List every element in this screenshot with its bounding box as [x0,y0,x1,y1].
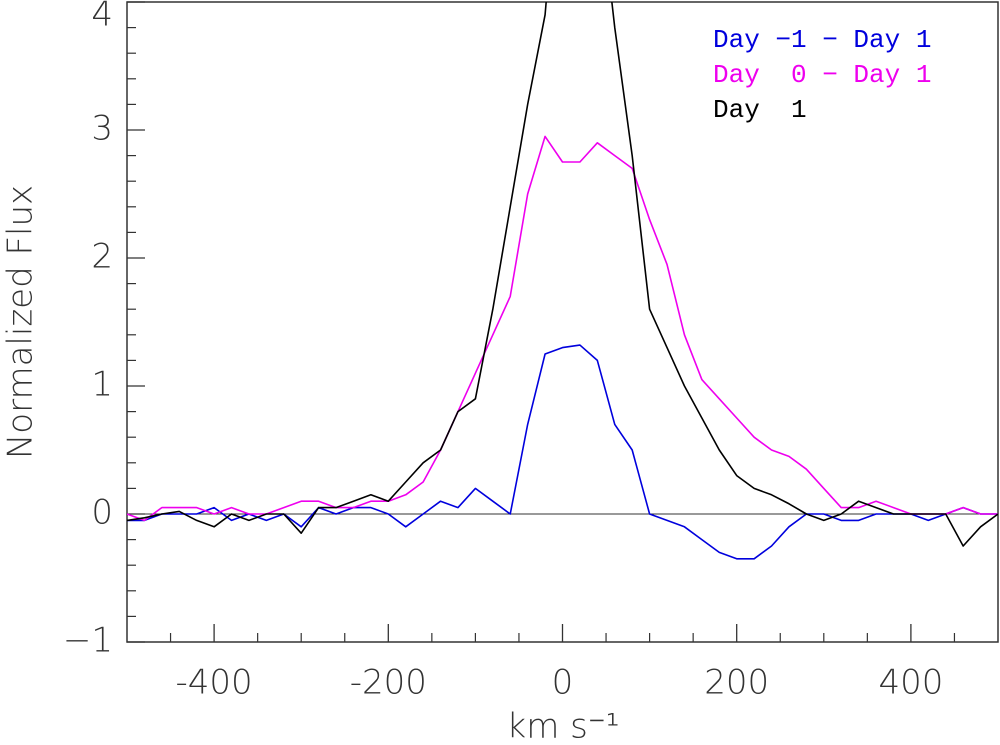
legend-entry: Day 1 [713,95,807,125]
x-tick-label: 0 [552,663,574,703]
y-tick-label: 1 [91,365,113,405]
y-tick-label: −1 [63,621,113,661]
y-axis-label: Normalized Flux [1,185,41,459]
y-tick-label: 0 [91,493,113,533]
x-tick-label: 400 [878,663,943,703]
y-tick-label: 3 [91,109,113,149]
series-line [127,2,998,547]
y-tick-label: 4 [91,0,113,35]
x-tick-label: -200 [350,663,427,703]
legend-entry: Day −1 − Day 1 [713,25,931,55]
series-line [127,135,998,522]
plot-frame [126,1,999,643]
y-tick-label: 2 [91,237,113,277]
series-line [127,344,998,560]
legend-entry: Day 0 − Day 1 [713,60,931,90]
x-axis-label: km s⁻¹ [507,707,620,745]
x-tick-label: 200 [704,663,769,703]
x-tick-label: -400 [176,663,253,703]
